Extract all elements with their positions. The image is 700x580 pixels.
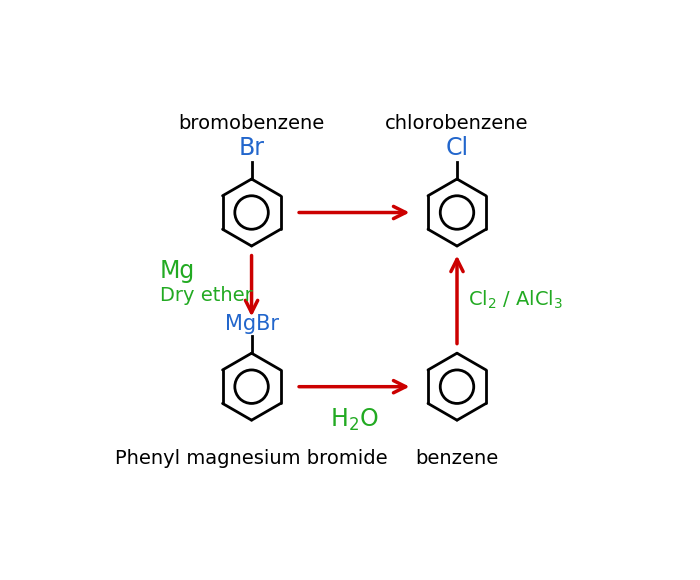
Text: bromobenzene: bromobenzene [178, 114, 325, 133]
Text: Cl$_2$ / AlCl$_3$: Cl$_2$ / AlCl$_3$ [468, 288, 563, 311]
Text: chlorobenzene: chlorobenzene [385, 114, 528, 133]
Text: Dry ether: Dry ether [160, 285, 253, 305]
Text: Phenyl magnesium bromide: Phenyl magnesium bromide [116, 450, 388, 468]
Text: MgBr: MgBr [225, 314, 279, 335]
Text: Mg: Mg [160, 259, 195, 284]
Text: H$_2$O: H$_2$O [330, 407, 379, 433]
Text: Cl: Cl [445, 136, 468, 160]
Text: benzene: benzene [415, 450, 498, 468]
Text: Br: Br [239, 136, 265, 160]
